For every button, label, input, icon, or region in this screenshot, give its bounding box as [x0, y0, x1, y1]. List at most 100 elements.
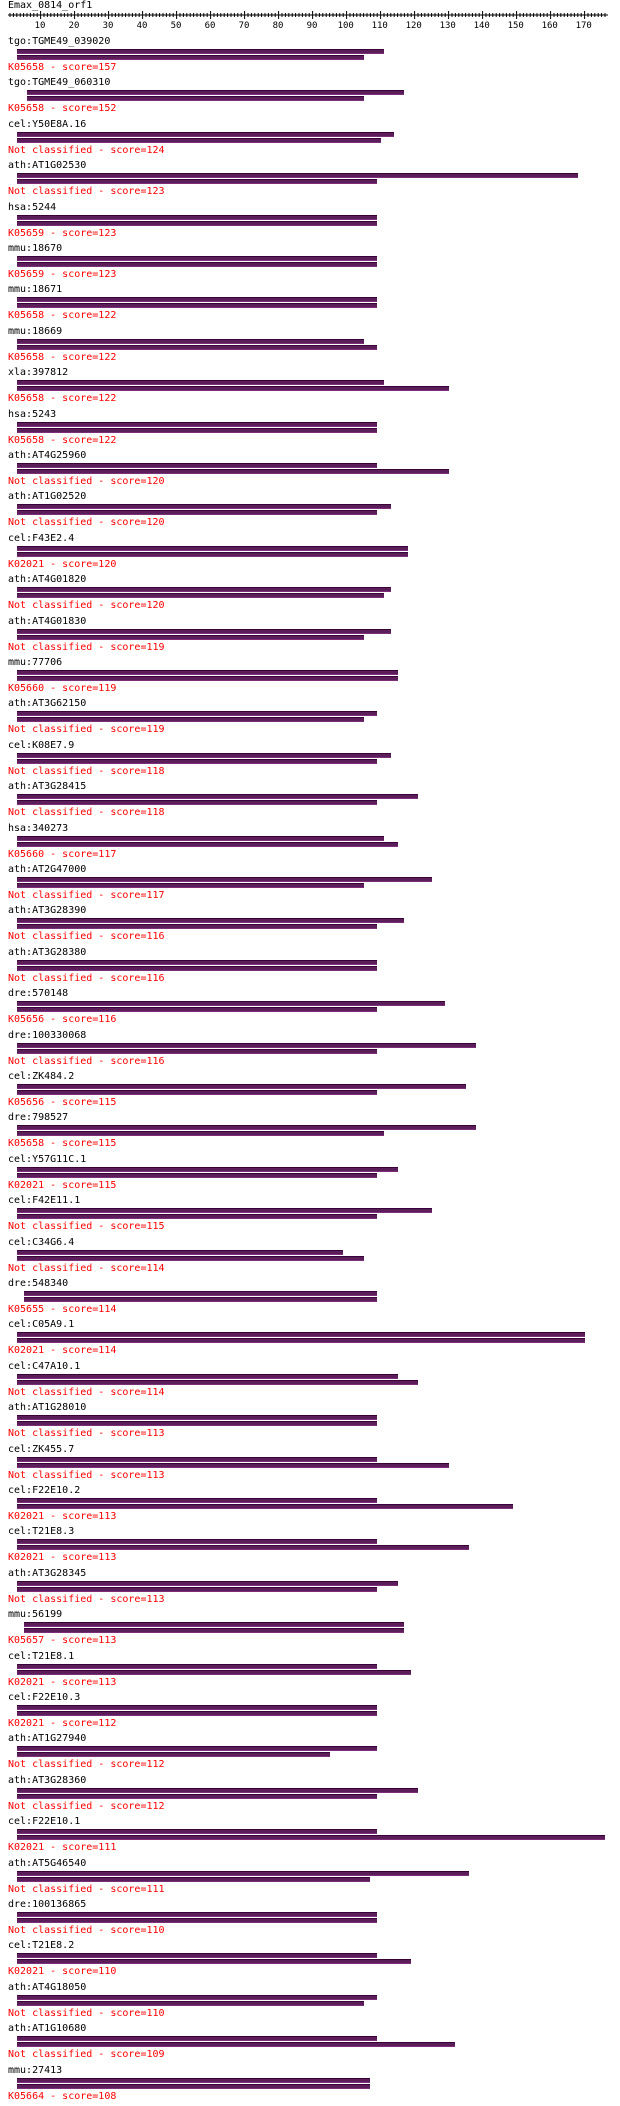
hit-score[interactable]: K02021 - score=115: [8, 1179, 117, 1191]
hit-row[interactable]: cel:T21E8.2 K02021 - score=110: [0, 1940, 620, 1981]
hit-score[interactable]: Not classified - score=110: [8, 1925, 165, 1936]
hit-name[interactable]: mmu:27413: [8, 2064, 63, 2076]
hit-name[interactable]: ath:AT4G01830: [8, 615, 87, 627]
hit-row[interactable]: cel:C05A9.1 K02021 - score=114: [0, 1319, 620, 1360]
hit-score[interactable]: Not classified - score=120: [8, 600, 165, 612]
hit-name[interactable]: ath:AT1G02530: [8, 160, 87, 172]
hit-row[interactable]: ath:AT4G01830 Not classified - score=119: [0, 616, 620, 657]
hit-row[interactable]: cel:F22E10.1 K02021 - score=111: [0, 1816, 620, 1857]
hit-score[interactable]: Not classified - score=109: [8, 2049, 165, 2061]
hit-row[interactable]: tgo:TGME49_039020 K05658 - score=157: [0, 36, 620, 77]
hit-score[interactable]: Not classified - score=110: [8, 2007, 165, 2019]
hit-score[interactable]: Not classified - score=111: [8, 1883, 165, 1895]
hit-name[interactable]: ath:AT1G10680: [8, 2023, 87, 2035]
hit-name[interactable]: cel:ZK484.2: [8, 1071, 75, 1082]
hit-name[interactable]: dre:570148: [8, 988, 69, 1000]
hit-name[interactable]: cel:F22E10.3: [8, 1692, 81, 1703]
hit-row[interactable]: hsa:5244 K05659 - score=123: [0, 202, 620, 243]
hit-score[interactable]: Not classified - score=113: [8, 1428, 165, 1440]
hit-score[interactable]: Not classified - score=119: [8, 641, 165, 653]
hit-name[interactable]: mmu:56199: [8, 1609, 63, 1621]
hit-name[interactable]: cel:Y57G11C.1: [8, 1153, 87, 1165]
hit-row[interactable]: ath:AT3G28345 Not classified - score=113: [0, 1568, 620, 1609]
hit-score[interactable]: K05657 - score=113: [8, 1635, 117, 1647]
hit-name[interactable]: ath:AT4G18050: [8, 1981, 87, 1993]
hit-row[interactable]: hsa:340273 K05660 - score=117: [0, 823, 620, 864]
hit-score[interactable]: Not classified - score=124: [8, 144, 165, 156]
hit-row[interactable]: ath:AT2G47000 Not classified - score=117: [0, 864, 620, 905]
hit-name[interactable]: ath:AT3G28390: [8, 905, 87, 917]
hit-row[interactable]: xla:397812 K05658 - score=122: [0, 367, 620, 408]
hit-name[interactable]: cel:T21E8.3: [8, 1526, 75, 1538]
hit-row[interactable]: mmu:18671 K05658 - score=122: [0, 284, 620, 325]
hit-name[interactable]: ath:AT2G47000: [8, 864, 87, 875]
hit-name[interactable]: cel:T21E8.1: [8, 1650, 75, 1662]
hit-row[interactable]: cel:T21E8.3 K02021 - score=113: [0, 1526, 620, 1567]
hit-score[interactable]: K05658 - score=115: [8, 1138, 117, 1150]
hit-name[interactable]: dre:100136865: [8, 1899, 87, 1910]
hit-row[interactable]: cel:F22E10.2 K02021 - score=113: [0, 1485, 620, 1526]
hit-name[interactable]: dre:100330068: [8, 1029, 87, 1041]
hit-score[interactable]: Not classified - score=113: [8, 1593, 165, 1605]
hit-row[interactable]: cel:F22E10.3 K02021 - score=112: [0, 1692, 620, 1733]
hit-row[interactable]: ath:AT3G28360 Not classified - score=112: [0, 1775, 620, 1816]
hit-name[interactable]: cel:C34G6.4: [8, 1236, 75, 1248]
hit-row[interactable]: dre:100330068 Not classified - score=116: [0, 1030, 620, 1071]
hit-name[interactable]: ath:AT5G46540: [8, 1857, 87, 1869]
hit-name[interactable]: cel:C47A10.1: [8, 1360, 81, 1372]
hit-row[interactable]: cel:ZK455.7 Not classified - score=113: [0, 1444, 620, 1485]
hit-score[interactable]: K05658 - score=152: [8, 103, 117, 115]
hit-score[interactable]: K02021 - score=110: [8, 1966, 117, 1978]
hit-score[interactable]: Not classified - score=115: [8, 1221, 165, 1233]
hit-name[interactable]: cel:F22E10.1: [8, 1816, 81, 1828]
hit-name[interactable]: mmu:18669: [8, 325, 63, 337]
hit-row[interactable]: ath:AT1G28010 Not classified - score=113: [0, 1402, 620, 1443]
hit-name[interactable]: ath:AT3G62150: [8, 698, 87, 710]
hit-name[interactable]: cel:F43E2.4: [8, 532, 75, 544]
hit-score[interactable]: K05660 - score=117: [8, 848, 117, 860]
hit-name[interactable]: cel:F42E11.1: [8, 1195, 81, 1207]
hit-score[interactable]: Not classified - score=116: [8, 972, 165, 984]
hit-row[interactable]: ath:AT1G27940 Not classified - score=112: [0, 1733, 620, 1774]
hit-score[interactable]: Not classified - score=114: [8, 1386, 165, 1398]
hit-score[interactable]: K05658 - score=122: [8, 434, 117, 446]
hit-row[interactable]: ath:AT4G25960 Not classified - score=120: [0, 450, 620, 491]
hit-row[interactable]: hsa:5243 K05658 - score=122: [0, 409, 620, 450]
hit-score[interactable]: K02021 - score=113: [8, 1511, 117, 1522]
hit-name[interactable]: ath:AT1G27940: [8, 1733, 87, 1745]
hit-name[interactable]: ath:AT4G01820: [8, 574, 87, 586]
hit-row[interactable]: cel:Y57G11C.1 K02021 - score=115: [0, 1154, 620, 1195]
hit-score[interactable]: K05660 - score=119: [8, 683, 117, 694]
hit-name[interactable]: ath:AT1G02520: [8, 491, 87, 503]
hit-row[interactable]: ath:AT3G28390 Not classified - score=116: [0, 905, 620, 946]
hit-row[interactable]: ath:AT4G01820 Not classified - score=120: [0, 574, 620, 615]
hit-score[interactable]: K05664 - score=108: [8, 2090, 117, 2102]
hit-score[interactable]: K05659 - score=123: [8, 227, 117, 239]
hit-row[interactable]: ath:AT3G28415 Not classified - score=118: [0, 781, 620, 822]
hit-name[interactable]: dre:548340: [8, 1278, 69, 1289]
hit-name[interactable]: tgo:TGME49_039020: [8, 36, 111, 47]
hit-score[interactable]: Not classified - score=116: [8, 931, 165, 943]
hit-score[interactable]: Not classified - score=118: [8, 807, 165, 819]
hit-score[interactable]: Not classified - score=113: [8, 1469, 165, 1481]
hit-score[interactable]: K02021 - score=120: [8, 558, 117, 570]
hit-name[interactable]: dre:798527: [8, 1112, 69, 1124]
hit-name[interactable]: ath:AT3G28415: [8, 781, 87, 793]
hit-score[interactable]: Not classified - score=112: [8, 1800, 165, 1812]
hit-name[interactable]: cel:F22E10.2: [8, 1485, 81, 1496]
hit-name[interactable]: cel:T21E8.2: [8, 1940, 75, 1952]
hit-row[interactable]: ath:AT1G10680 Not classified - score=109: [0, 2023, 620, 2064]
hit-score[interactable]: Not classified - score=120: [8, 517, 165, 529]
hit-row[interactable]: mmu:18669 K05658 - score=122: [0, 326, 620, 367]
hit-row[interactable]: ath:AT4G18050 Not classified - score=110: [0, 1982, 620, 2023]
hit-name[interactable]: ath:AT4G25960: [8, 450, 87, 461]
hit-score[interactable]: K05658 - score=122: [8, 393, 117, 405]
hit-score[interactable]: Not classified - score=114: [8, 1262, 165, 1274]
hit-name[interactable]: ath:AT3G28360: [8, 1774, 87, 1786]
hit-row[interactable]: mmu:27413 K05664 - score=108: [0, 2065, 620, 2106]
hit-name[interactable]: hsa:340273: [8, 822, 69, 834]
hit-score[interactable]: Not classified - score=120: [8, 476, 165, 487]
hit-name[interactable]: hsa:5244: [8, 201, 57, 213]
hit-row[interactable]: cel:K08E7.9 Not classified - score=118: [0, 740, 620, 781]
hit-row[interactable]: dre:548340 K05655 - score=114: [0, 1278, 620, 1319]
